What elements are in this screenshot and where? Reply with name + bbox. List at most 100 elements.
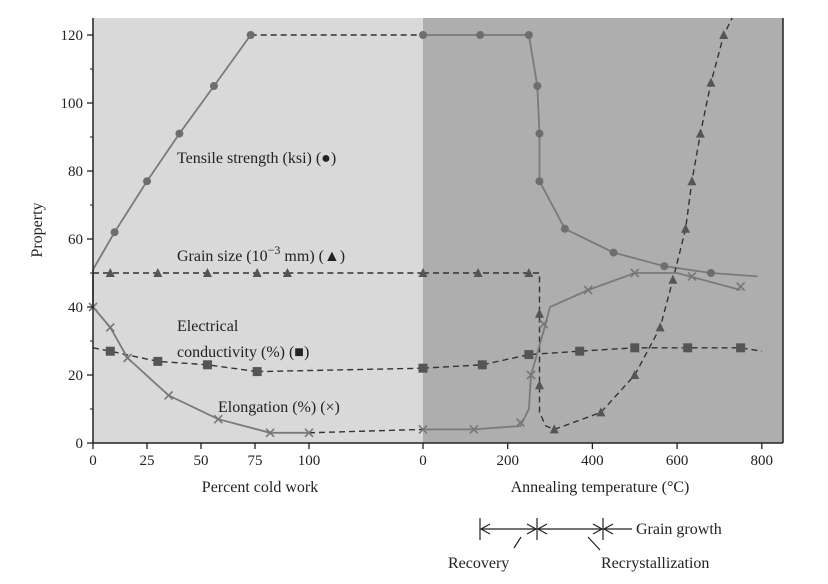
series-1-annealing-point	[695, 128, 705, 138]
series-2-annealing-point	[630, 343, 640, 353]
y-tick-label: 80	[68, 164, 83, 180]
series-0-annealing-point	[419, 31, 427, 39]
series-1-annealing-point	[687, 176, 697, 186]
series-3-annealing-point	[630, 268, 640, 278]
conductivity-label-line1: Electrical	[177, 318, 239, 335]
series-3-annealing-point	[736, 282, 746, 292]
x-axis-title-cold-work: Percent cold work	[202, 479, 318, 496]
recrystallization-arrow-head-left	[536, 523, 548, 535]
recrystallization-leader	[587, 536, 601, 551]
x-tick-label: 0	[89, 453, 97, 469]
y-tick-label: 40	[68, 300, 83, 316]
series-1-annealing-point	[473, 268, 483, 277]
series-0-annealing-point	[476, 31, 485, 39]
series-1-annealing-point	[418, 268, 428, 277]
grain-size-label-tail: mm) (▲)	[280, 248, 345, 265]
series-3-annealing-line	[423, 272, 741, 431]
series-1-annealing-point	[549, 424, 559, 434]
series-0-annealing-point	[533, 82, 542, 90]
phase-diagram	[479, 518, 632, 551]
recovery-leader	[513, 536, 522, 549]
x-tick-label: 400	[581, 453, 604, 469]
series-1-cold-point	[105, 268, 115, 277]
grain-size-label: Grain size (10−3 mm) (▲)	[177, 243, 345, 265]
x-axis-title-annealing: Annealing temperature (°C)	[511, 479, 690, 496]
series-1-annealing-point	[668, 274, 678, 284]
series-0-annealing-point	[560, 224, 569, 233]
phase-label-recovery: Recovery	[448, 555, 509, 572]
tick-layer: 0 20 40 60 80 100 120 0 25 50 75 100 0 200 400 600 800	[61, 28, 774, 469]
series-0-cold-point	[209, 82, 218, 90]
series-3-annealing-point	[583, 285, 593, 295]
x-tick-label: 100	[298, 453, 321, 469]
series-2-cold-point	[105, 346, 115, 356]
series-1-annealing-point	[706, 77, 716, 87]
x-tick-label: 50	[194, 453, 209, 469]
grain-size-label-exponent: −3	[268, 243, 281, 257]
series-3-cold-point	[122, 353, 133, 363]
series-0-cold-point	[175, 129, 184, 138]
series-2-bridge-line	[257, 367, 424, 373]
recovery-arrow-head-right	[526, 523, 538, 535]
series-1-cold-point	[153, 268, 163, 277]
series-3-bridge-line	[308, 428, 424, 434]
grain-size-label-main: Grain size (10	[177, 248, 268, 265]
series-3-annealing-point	[687, 271, 697, 281]
recovery-arrow-head-left	[479, 523, 491, 535]
series-0-cold-point	[110, 228, 119, 237]
series-0-cold-work-line	[92, 34, 252, 271]
series-1-annealing-point	[534, 380, 544, 390]
series-0-annealing-point	[660, 262, 669, 271]
x-tick-label: 25	[140, 453, 155, 469]
series-1-cold-point	[202, 268, 212, 277]
cold-work-panel-background	[93, 18, 423, 443]
series-3-annealing-point	[515, 418, 525, 428]
series-1-cold-point	[282, 268, 292, 277]
series-2-annealing-point	[418, 363, 428, 373]
y-tick-label: 0	[76, 436, 84, 452]
series-3-cold-point	[265, 428, 275, 438]
series-2-cold-point	[252, 367, 262, 377]
series-3-annealing-point	[526, 370, 536, 380]
series-2-cold-point	[153, 356, 163, 366]
series-0-cold-point	[143, 177, 151, 186]
series-0-cold-point	[246, 31, 255, 39]
series-0-annealing-point	[609, 248, 618, 257]
series-3-cold-point	[213, 414, 223, 424]
series-2-annealing-point	[683, 343, 693, 353]
grain-growth-arrow-head	[602, 523, 614, 535]
series-1-annealing-point	[719, 30, 729, 39]
x-tick-label: 600	[666, 453, 689, 469]
elongation-label: Elongation (%) (×)	[218, 399, 340, 416]
x-tick-label: 0	[419, 453, 427, 469]
series-2-annealing-point	[575, 346, 585, 356]
recrystallization-arrow-head-right	[592, 523, 604, 535]
phase-label-recrystallization: Recrystallization	[601, 555, 709, 572]
y-tick-label: 20	[68, 368, 83, 384]
series-1-annealing-point	[524, 268, 534, 277]
x-tick-label: 800	[751, 453, 774, 469]
series-1-annealing-point	[534, 308, 544, 318]
series-0-annealing-point	[524, 31, 533, 39]
annealing-panel-background	[423, 18, 783, 443]
series-3-annealing-point	[469, 424, 479, 434]
series-3-cold-point	[164, 390, 174, 400]
series-1-annealing-point	[681, 223, 691, 233]
series-2-annealing-point	[524, 350, 534, 360]
series-0-annealing-point	[706, 269, 715, 277]
series-2-annealing-point	[477, 360, 487, 370]
series-3-annealing-point	[539, 319, 549, 329]
series-3-cold-point	[304, 428, 314, 438]
series-1-annealing-point	[630, 370, 640, 379]
phase-label-grain-growth: Grain growth	[636, 521, 722, 538]
x-tick-label: 75	[248, 453, 263, 469]
series-1-annealing-point	[596, 407, 606, 417]
series-2-annealing-point	[736, 343, 746, 353]
series-1-annealing-point	[655, 322, 665, 332]
tensile-strength-label: Tensile strength (ksi) (●)	[177, 150, 336, 167]
series-0-annealing-point	[535, 177, 544, 186]
series-2-cold-work-line	[92, 347, 258, 373]
series-3-annealing-point	[418, 424, 428, 434]
series-2-cold-point	[202, 360, 212, 370]
